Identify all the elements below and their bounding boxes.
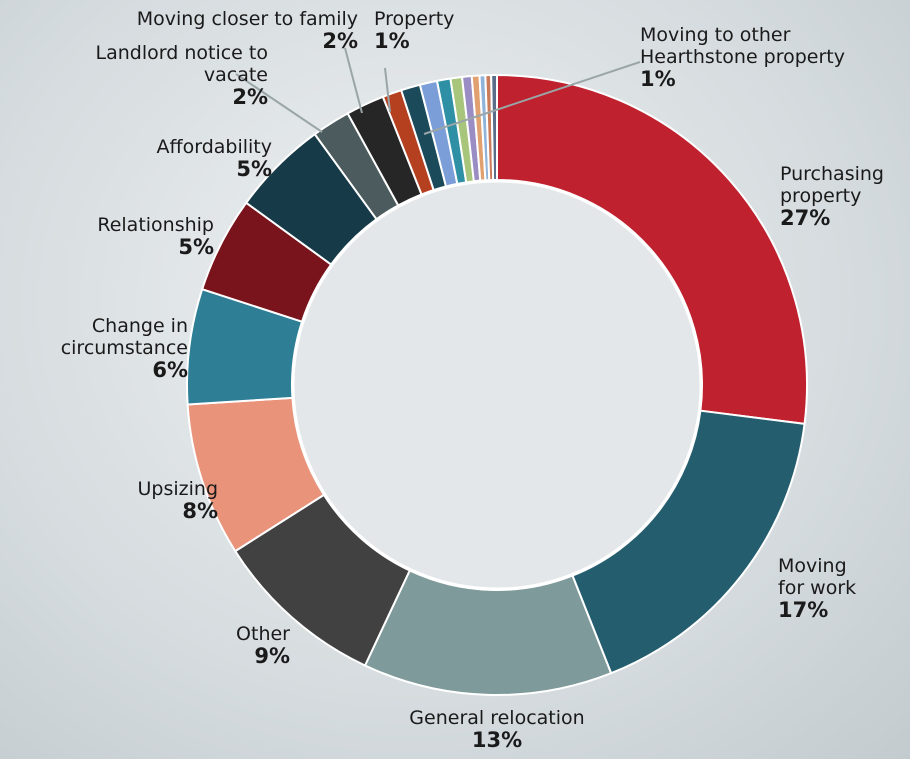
slice-label: Other 9% <box>170 623 290 667</box>
slice-label: Property 1% <box>374 8 494 52</box>
value-label: 1% <box>374 29 410 53</box>
category-name: Landlord notice to vacate <box>95 42 268 86</box>
category-name: Relationship <box>97 214 214 236</box>
value-label: 1% <box>640 67 676 91</box>
slice-label: Relationship 5% <box>34 214 214 258</box>
value-label: 6% <box>152 358 188 382</box>
leader-line <box>423 61 641 135</box>
slice-label: Moving for work 17% <box>778 555 873 621</box>
slice-label: Upsizing 8% <box>78 478 219 523</box>
slices <box>186 73 808 696</box>
category-name: Moving to other Hearthstone property <box>640 24 846 68</box>
slice-label: Change in circumstance 6% <box>13 315 188 381</box>
category-name: Purchasing property <box>780 163 884 207</box>
value-label: 2% <box>322 29 358 53</box>
value-label: 17% <box>778 598 829 622</box>
leader-line <box>384 67 391 113</box>
slice-label: Purchasing property 27% <box>780 163 910 229</box>
category-name: Affordability <box>156 136 272 158</box>
value-label: 27% <box>780 206 831 230</box>
value-label: 8% <box>182 499 218 523</box>
leader-line <box>344 47 363 114</box>
value-label: 2% <box>232 85 268 109</box>
slice-label: General relocation 13% <box>337 707 657 751</box>
value-label: 13% <box>471 728 523 752</box>
category-name: General relocation <box>409 707 585 729</box>
value-label: 9% <box>254 644 290 668</box>
category-name: Other <box>236 623 290 645</box>
category-name: Property <box>374 8 455 30</box>
value-label: 5% <box>178 235 214 259</box>
slice-label: Landlord notice to vacate 2% <box>90 42 268 108</box>
slice-label: Moving closer to family 2% <box>58 8 358 52</box>
leader-line <box>235 73 323 133</box>
donut-hole <box>291 179 703 591</box>
category-name: Moving for work <box>778 555 857 599</box>
category-name: Upsizing <box>137 478 219 500</box>
slice-label: Affordability 5% <box>92 136 272 180</box>
slice-label: Moving to other Hearthstone property 1% <box>640 24 880 90</box>
category-name: Change in circumstance <box>60 315 188 359</box>
slice <box>490 73 498 182</box>
leader-lines <box>235 47 641 135</box>
category-name: Moving closer to family <box>136 8 358 30</box>
value-label: 5% <box>236 157 272 181</box>
